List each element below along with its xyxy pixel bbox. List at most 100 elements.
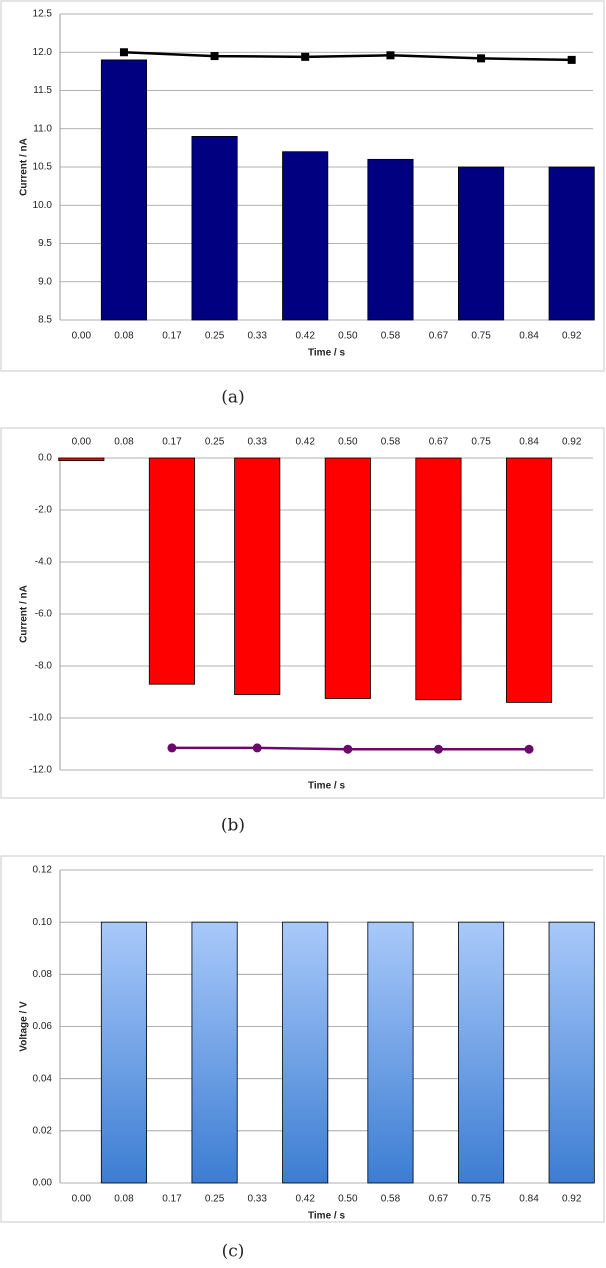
marker bbox=[567, 55, 576, 64]
bar bbox=[548, 166, 595, 321]
y-tick-label: 11.5 bbox=[33, 85, 52, 96]
x-tick-label: 0.92 bbox=[562, 331, 582, 342]
x-tick-label: 0.84 bbox=[519, 331, 539, 342]
x-tick-label: 0.00 bbox=[72, 331, 92, 342]
marker bbox=[433, 744, 443, 754]
y-axis-label: Voltage / V bbox=[19, 1001, 30, 1052]
x-tick-label: 0.50 bbox=[338, 437, 358, 448]
x-tick-label: 0.33 bbox=[247, 331, 267, 342]
bar bbox=[282, 921, 329, 1184]
y-tick-label: -4.0 bbox=[35, 557, 53, 568]
y-tick-label: 0.00 bbox=[33, 1178, 53, 1189]
bar bbox=[100, 921, 148, 1184]
marker bbox=[301, 52, 310, 61]
x-tick-label: 0.75 bbox=[471, 1194, 491, 1205]
y-tick-label: 9.5 bbox=[38, 238, 52, 249]
y-tick-label: -2.0 bbox=[35, 505, 53, 516]
x-tick-label: 0.33 bbox=[247, 1194, 267, 1205]
y-tick-label: 9.0 bbox=[38, 276, 52, 287]
x-tick-label: 0.08 bbox=[114, 331, 134, 342]
y-tick-label: 0.02 bbox=[33, 1125, 53, 1136]
caption: (b) bbox=[221, 816, 245, 836]
x-tick-label: 0.92 bbox=[562, 1194, 582, 1205]
x-tick-label: 0.25 bbox=[205, 331, 225, 342]
x-tick-label: 0.75 bbox=[471, 437, 491, 448]
caption: (c) bbox=[222, 1242, 245, 1262]
bar bbox=[505, 457, 553, 703]
caption: (a) bbox=[221, 388, 244, 408]
x-tick-label: 0.42 bbox=[295, 331, 315, 342]
chart: 8.5 9.0 9.5 10.0 10.5 11.0 11.5 12.0 12.5 0.00 0.0… bbox=[0, 0, 605, 372]
marker bbox=[119, 48, 128, 57]
x-tick-label: 0.00 bbox=[72, 437, 92, 448]
x-tick-label: 0.25 bbox=[205, 437, 225, 448]
marker bbox=[252, 743, 262, 753]
x-tick-label: 0.50 bbox=[338, 1194, 358, 1205]
bar bbox=[367, 921, 414, 1184]
y-tick-label: 11.0 bbox=[33, 123, 52, 134]
bar bbox=[234, 457, 281, 696]
bar bbox=[58, 457, 105, 461]
y-tick-label: 10.0 bbox=[33, 200, 53, 211]
x-axis-label: Time / s bbox=[308, 1211, 345, 1222]
x-tick-label: 0.00 bbox=[72, 1194, 92, 1205]
x-tick-label: 0.17 bbox=[162, 437, 182, 448]
chart: -12.0 -10.0 -8.0 -6.0 -4.0 -2.0 0.0 0.00 0.08 0.1… bbox=[0, 427, 605, 799]
x-tick-label: 0.67 bbox=[429, 437, 449, 448]
y-axis-label: Current / nA bbox=[19, 585, 30, 643]
x-axis-label: Time / s bbox=[308, 348, 345, 359]
marker bbox=[386, 51, 395, 60]
x-tick-label: 0.42 bbox=[295, 1194, 315, 1205]
line bbox=[123, 51, 572, 62]
x-tick-label: 0.58 bbox=[381, 437, 401, 448]
x-tick-label: 0.17 bbox=[162, 1194, 182, 1205]
y-tick-label: 0.06 bbox=[33, 1021, 53, 1032]
bar bbox=[548, 921, 595, 1184]
marker bbox=[343, 744, 353, 754]
chart: 0.00 0.02 0.04 0.06 0.08 0.10 0.12 0.00 0.08 0.17… bbox=[0, 855, 605, 1223]
chart-frame bbox=[0, 855, 605, 1223]
x-tick-label: 0.17 bbox=[162, 331, 182, 342]
y-tick-label: 0.08 bbox=[33, 969, 53, 980]
bar bbox=[367, 158, 414, 321]
bar bbox=[458, 166, 505, 321]
bar bbox=[191, 135, 238, 321]
marker bbox=[477, 54, 486, 63]
x-tick-label: 0.08 bbox=[114, 437, 134, 448]
bar bbox=[282, 151, 329, 321]
y-axis-label: Current / nA bbox=[19, 138, 30, 196]
y-tick-label: 0.12 bbox=[33, 865, 53, 876]
bar bbox=[100, 59, 148, 321]
y-tick-label: -10.0 bbox=[29, 713, 52, 724]
y-tick-label: 0.0 bbox=[38, 453, 52, 464]
y-tick-label: 10.5 bbox=[33, 162, 53, 173]
y-tick-label: 8.5 bbox=[38, 315, 52, 326]
y-tick-label: -12.0 bbox=[29, 765, 52, 776]
x-tick-label: 0.42 bbox=[295, 437, 315, 448]
x-tick-label: 0.25 bbox=[205, 1194, 225, 1205]
bar bbox=[148, 457, 195, 685]
marker bbox=[210, 52, 219, 61]
x-tick-label: 0.58 bbox=[381, 1194, 401, 1205]
marker bbox=[524, 744, 534, 754]
bar bbox=[191, 921, 238, 1184]
bar bbox=[458, 921, 505, 1184]
x-tick-label: 0.84 bbox=[519, 437, 539, 448]
bar bbox=[324, 457, 371, 699]
x-tick-label: 0.50 bbox=[338, 331, 358, 342]
x-tick-label: 0.08 bbox=[114, 1194, 134, 1205]
x-tick-label: 0.84 bbox=[519, 1194, 539, 1205]
marker bbox=[167, 743, 177, 753]
x-tick-label: 0.58 bbox=[381, 331, 401, 342]
chart-frame bbox=[0, 0, 605, 372]
y-tick-label: -8.0 bbox=[35, 661, 53, 672]
x-tick-label: 0.67 bbox=[429, 1194, 449, 1205]
x-tick-label: 0.67 bbox=[429, 331, 449, 342]
x-tick-label: 0.33 bbox=[247, 437, 267, 448]
x-tick-label: 0.92 bbox=[562, 437, 582, 448]
x-tick-label: 0.75 bbox=[471, 331, 491, 342]
y-tick-label: 12.0 bbox=[33, 47, 53, 58]
x-axis-label: Time / s bbox=[308, 781, 345, 792]
y-tick-label: 0.04 bbox=[33, 1073, 53, 1084]
chart-frame bbox=[0, 427, 605, 799]
